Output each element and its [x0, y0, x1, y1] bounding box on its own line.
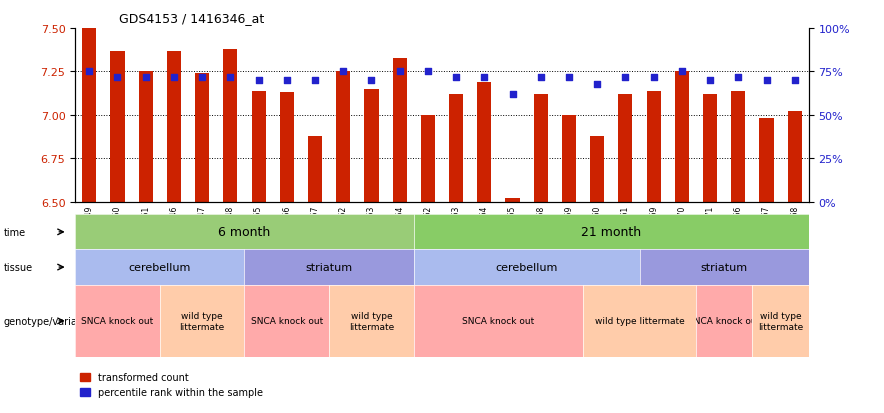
Bar [421, 116, 435, 202]
Text: wild type
littermate: wild type littermate [179, 311, 225, 331]
Point [224, 74, 238, 81]
Text: 21 month: 21 month [582, 226, 642, 239]
Bar [534, 95, 548, 202]
Point [759, 78, 774, 84]
Bar [477, 83, 492, 202]
Bar [392, 58, 407, 202]
Point [619, 74, 633, 81]
Point [336, 69, 350, 76]
Point [591, 81, 605, 88]
Point [788, 78, 802, 84]
Text: GDS4153 / 1416346_at: GDS4153 / 1416346_at [119, 12, 264, 25]
Point [674, 69, 689, 76]
Bar [308, 136, 322, 202]
Bar [591, 136, 605, 202]
Text: time: time [4, 227, 26, 237]
Point [167, 74, 181, 81]
Point [421, 69, 435, 76]
Bar [506, 199, 520, 202]
Bar [82, 29, 96, 202]
Bar [279, 93, 293, 202]
Bar [562, 116, 576, 202]
Text: SNCA knock out: SNCA knock out [81, 317, 154, 325]
Bar [674, 72, 689, 202]
Point [279, 78, 293, 84]
Text: tissue: tissue [4, 262, 33, 273]
Point [139, 74, 153, 81]
Point [703, 78, 717, 84]
Point [646, 74, 660, 81]
Point [195, 74, 210, 81]
Bar [703, 95, 717, 202]
Bar [195, 74, 210, 202]
Text: wild type
littermate: wild type littermate [758, 311, 804, 331]
Text: striatum: striatum [306, 262, 353, 273]
Point [82, 69, 96, 76]
Bar [364, 90, 378, 202]
Bar [646, 91, 660, 202]
Text: genotype/variation: genotype/variation [4, 316, 96, 326]
Bar [788, 112, 802, 202]
Point [252, 78, 266, 84]
Bar [139, 72, 153, 202]
Text: wild type
littermate: wild type littermate [349, 311, 394, 331]
Point [731, 74, 745, 81]
Text: SNCA knock out: SNCA knock out [462, 317, 535, 325]
Point [449, 74, 463, 81]
Point [308, 78, 322, 84]
Text: 6 month: 6 month [218, 226, 271, 239]
Text: striatum: striatum [701, 262, 748, 273]
Point [477, 74, 492, 81]
Bar [224, 50, 238, 202]
Legend: transformed count, percentile rank within the sample: transformed count, percentile rank withi… [80, 373, 263, 397]
Text: cerebellum: cerebellum [128, 262, 191, 273]
Bar [252, 91, 265, 202]
Bar [449, 95, 463, 202]
Bar [619, 95, 632, 202]
Point [110, 74, 125, 81]
Text: SNCA knock out: SNCA knock out [251, 317, 323, 325]
Point [562, 74, 576, 81]
Point [392, 69, 407, 76]
Point [534, 74, 548, 81]
Point [506, 92, 520, 98]
Bar [336, 72, 350, 202]
Bar [167, 52, 181, 202]
Text: SNCA knock out: SNCA knock out [688, 317, 760, 325]
Bar [759, 119, 774, 202]
Bar [110, 52, 125, 202]
Point [364, 78, 378, 84]
Text: cerebellum: cerebellum [495, 262, 558, 273]
Text: wild type littermate: wild type littermate [595, 317, 684, 325]
Bar [731, 91, 745, 202]
